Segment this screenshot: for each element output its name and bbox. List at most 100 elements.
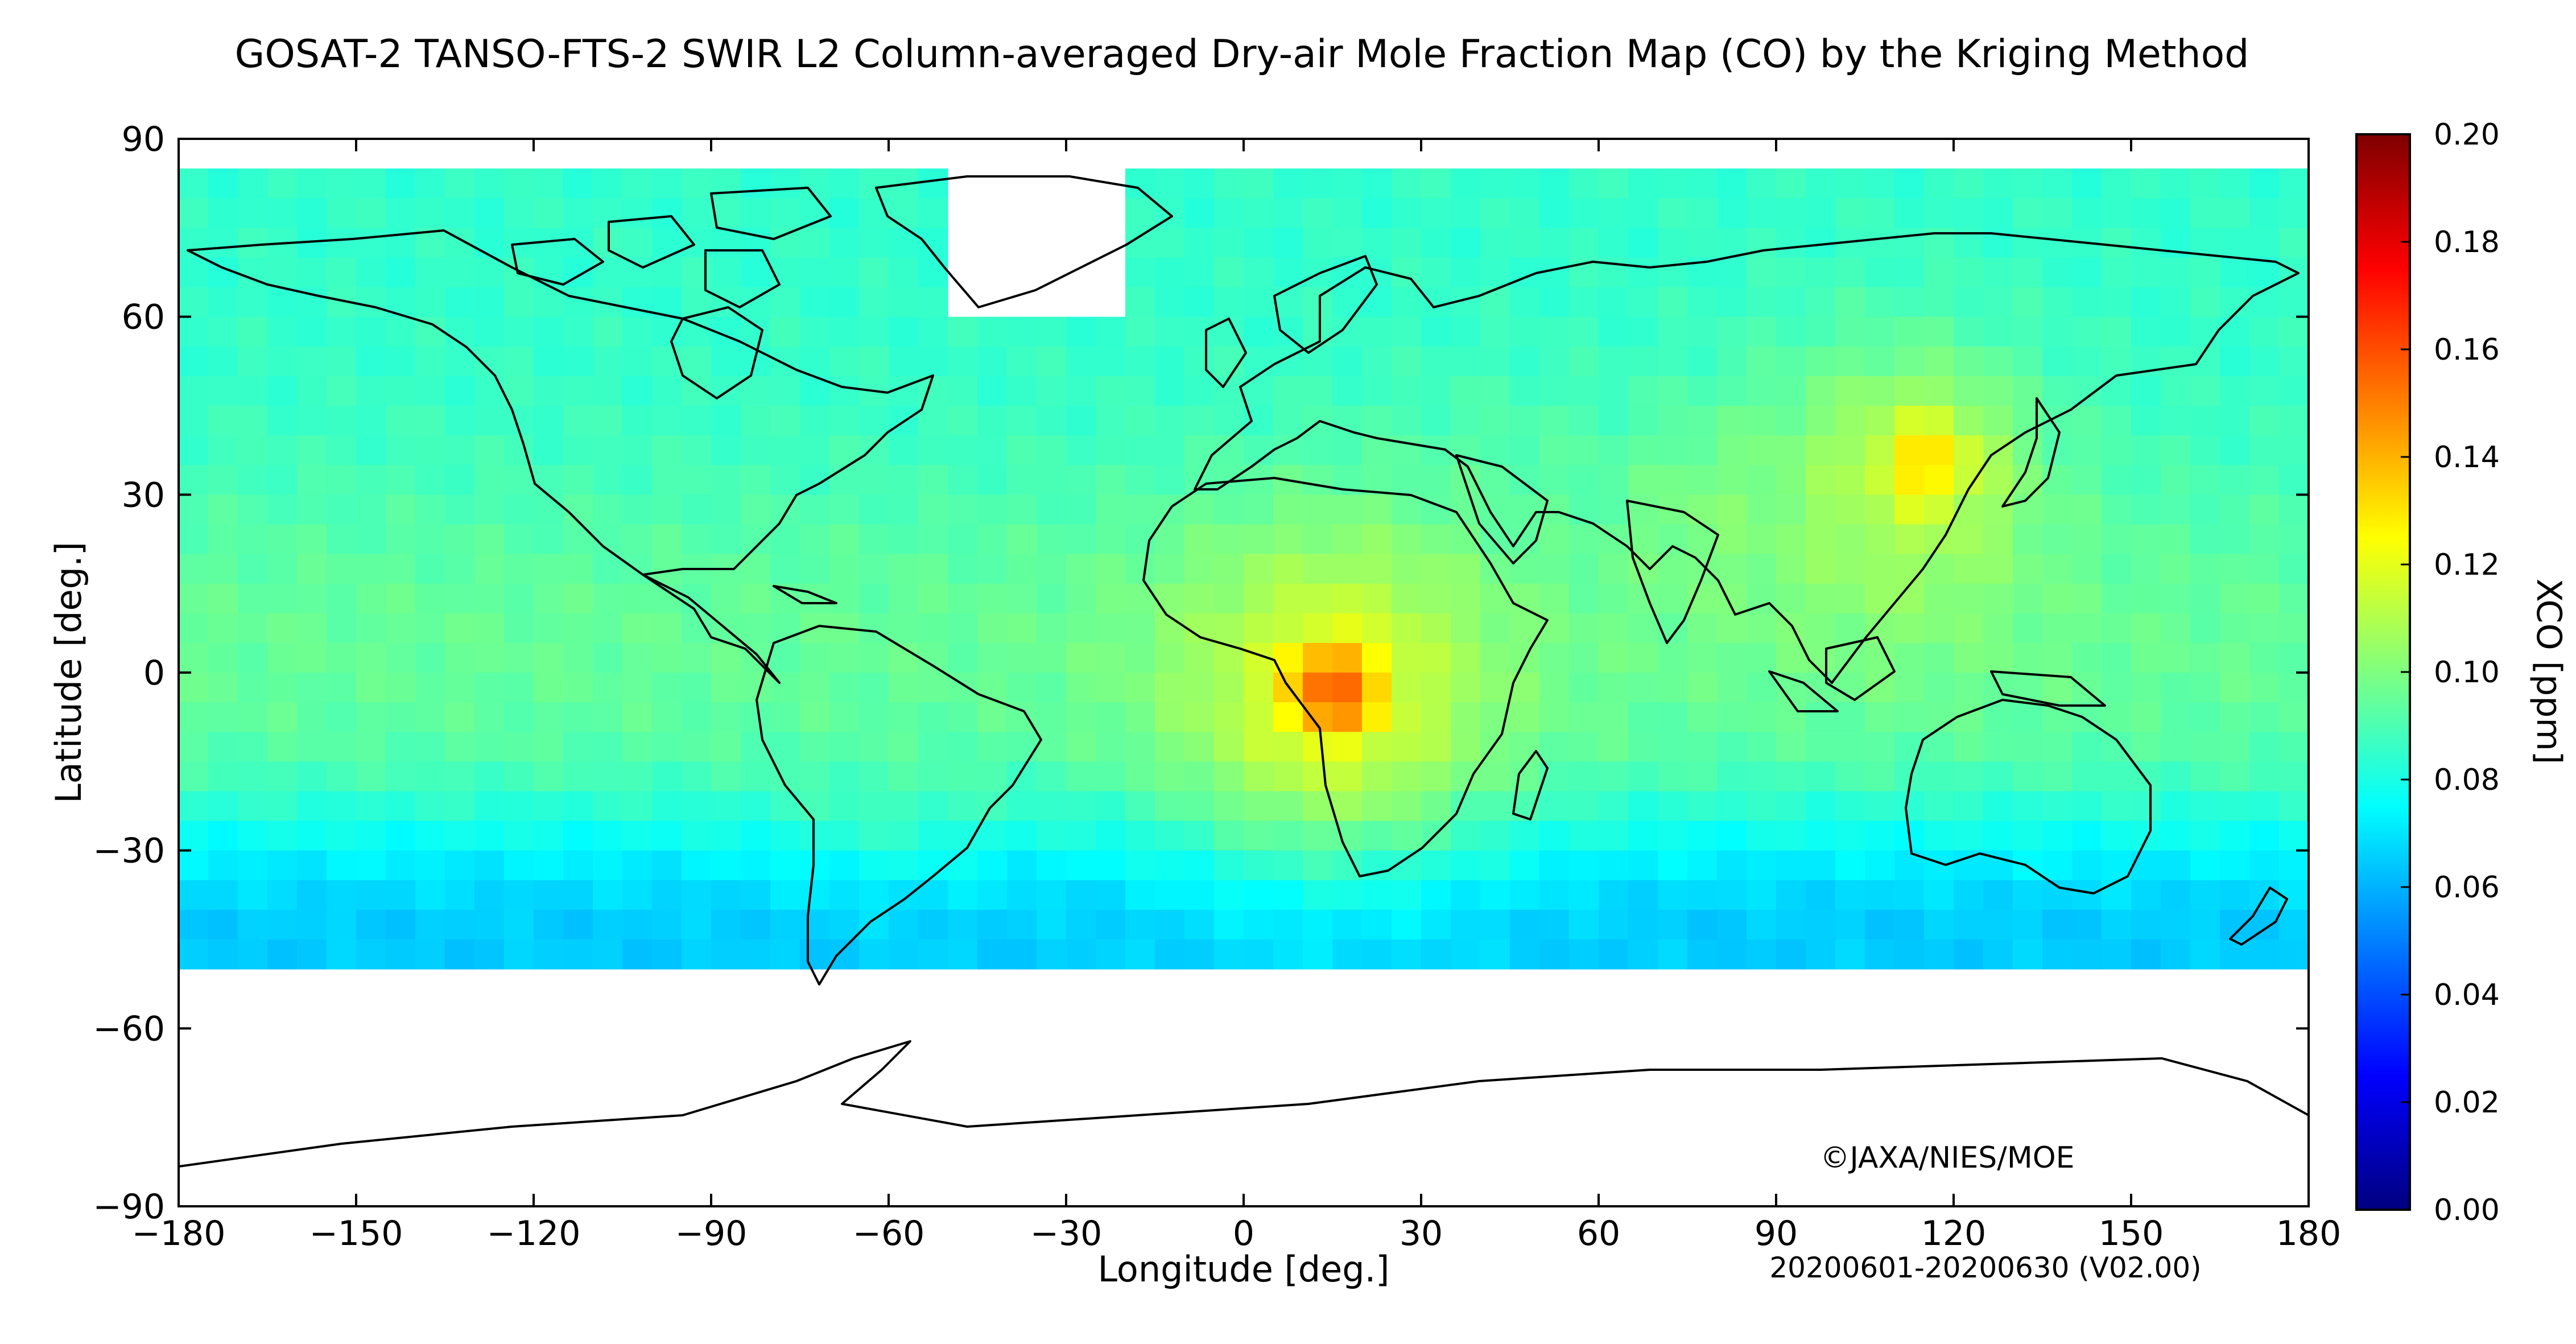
- heatmap-cell-107: [1569, 198, 1599, 228]
- heatmap-cell-599: [1747, 406, 1777, 436]
- heatmap-cell-1099: [1628, 613, 1658, 644]
- heatmap-cell-1563: [445, 821, 475, 851]
- heatmap-cell-909: [267, 554, 298, 584]
- heatmap-cell-31: [1273, 168, 1303, 199]
- heatmap-cell-574: [1007, 406, 1037, 436]
- heatmap-cell-267: [267, 287, 298, 318]
- heatmap-cell-1334: [2190, 702, 2220, 732]
- heatmap-cell-1583: [1037, 821, 1067, 851]
- heatmap-cell-766: [297, 494, 327, 525]
- heatmap-cell-798: [1244, 494, 1274, 525]
- heatmap-cell-1492: [474, 791, 505, 822]
- heatmap-cell-1668: [1421, 850, 1451, 881]
- heatmap-cell-53: [1924, 168, 1954, 199]
- heatmap-cell-625: [386, 435, 416, 465]
- heatmap-cell-926: [770, 554, 800, 584]
- heatmap-cell-811: [1628, 494, 1658, 525]
- heatmap-cell-576: [1066, 406, 1096, 436]
- heatmap-cell-1899: [1865, 939, 1895, 970]
- heatmap-cell-1168: [1539, 642, 1570, 673]
- heatmap-cell-1555: [208, 821, 238, 851]
- heatmap-cell-1518: [1244, 791, 1274, 822]
- heatmap-cell-636: [711, 435, 741, 465]
- heatmap-cell-183: [1865, 228, 1895, 258]
- heatmap-cell-336: [356, 316, 386, 347]
- heatmap-cell-832: [2249, 494, 2280, 525]
- heatmap-cell-959: [1747, 554, 1777, 584]
- heatmap-cell-814: [1717, 494, 1747, 525]
- heatmap-cell-99: [1332, 198, 1363, 228]
- heatmap-cell-1198: [297, 673, 327, 703]
- heatmap-cell-1791: [800, 909, 830, 940]
- heatmap-cell-236: [1480, 257, 1510, 288]
- heatmap-cell-121: [1983, 198, 2013, 228]
- heatmap-cell-1197: [267, 673, 298, 703]
- heatmap-cell-1507: [918, 791, 948, 822]
- heatmap-cell-155: [859, 228, 889, 258]
- heatmap-cell-539: [2102, 376, 2132, 406]
- heatmap-cell-432: [1066, 346, 1096, 377]
- heatmap-cell-1675: [1628, 850, 1658, 881]
- heatmap-cell-1434: [889, 761, 919, 792]
- chart-title: GOSAT-2 TANSO-FTS-2 SWIR L2 Column-avera…: [235, 32, 2249, 77]
- heatmap-cell-467: [2102, 346, 2132, 377]
- heatmap-cell-717: [977, 465, 1008, 495]
- heatmap-cell-451: [1628, 346, 1658, 377]
- heatmap-cell-286: [829, 287, 860, 318]
- heatmap-cell-4: [297, 168, 327, 199]
- heatmap-cell-891: [1865, 524, 1895, 555]
- heatmap-cell-1095: [1510, 613, 1540, 644]
- heatmap-cell-1867: [918, 939, 948, 970]
- heatmap-cell-1579: [918, 821, 948, 851]
- heatmap-cell-758: [2190, 465, 2220, 495]
- heatmap-cell-74: [415, 198, 445, 228]
- heatmap-cell-352: [829, 316, 860, 347]
- heatmap-cell-731: [1392, 465, 1422, 495]
- colorbar-tick-label: 0.04: [2434, 978, 2500, 1012]
- heatmap-cell-915: [445, 554, 475, 584]
- heatmap-cell-482: [415, 376, 445, 406]
- y-tick-label: −60: [93, 1009, 165, 1049]
- heatmap-cell-935: [1037, 554, 1067, 584]
- heatmap-cell-699: [445, 465, 475, 495]
- heatmap-cell-420: [711, 346, 741, 377]
- heatmap-cell-319: [1983, 287, 2013, 318]
- heatmap-cell-761: [2279, 465, 2309, 495]
- heatmap-cell-1592: [1303, 821, 1333, 851]
- heatmap-cell-127: [2161, 198, 2191, 228]
- heatmap-cell-147: [622, 228, 653, 258]
- heatmap-cell-718: [1007, 465, 1037, 495]
- heatmap-cell-1533: [1687, 791, 1718, 822]
- xco-heatmap-cells: [179, 168, 2309, 970]
- heatmap-cell-697: [386, 465, 416, 495]
- heatmap-cell-1482: [179, 791, 209, 822]
- heatmap-cell-862: [1007, 524, 1037, 555]
- heatmap-cell-1719: [800, 880, 830, 910]
- heatmap-cell-14: [593, 168, 623, 199]
- heatmap-cell-113: [1747, 198, 1777, 228]
- heatmap-cell-1348: [474, 732, 505, 762]
- heatmap-cell-1393: [1806, 732, 1836, 762]
- heatmap-cell-1790: [770, 909, 800, 940]
- heatmap-cell-1474: [2072, 761, 2102, 792]
- heatmap-cell-102: [1421, 198, 1451, 228]
- heatmap-cell-904: [2249, 524, 2280, 555]
- heatmap-cell-481: [386, 376, 416, 406]
- heatmap-cell-991: [563, 583, 593, 614]
- heatmap-cell-917: [504, 554, 534, 584]
- heatmap-cell-1175: [1747, 642, 1777, 673]
- heatmap-cell-1869: [977, 939, 1008, 970]
- heatmap-cell-1354: [652, 732, 682, 762]
- heatmap-cell-471: [2220, 346, 2250, 377]
- heatmap-cell-463: [1983, 346, 2013, 377]
- heatmap-cell-759: [2220, 465, 2250, 495]
- heatmap-cell-381: [1687, 316, 1718, 347]
- heatmap-cell-1483: [208, 791, 238, 822]
- heatmap-cell-1217: [859, 673, 889, 703]
- heatmap-cell-944: [1303, 554, 1333, 584]
- heatmap-cell-796: [1184, 494, 1215, 525]
- heatmap-cell-1034: [1835, 583, 1865, 614]
- heatmap-cell-344: [593, 316, 623, 347]
- heatmap-cell-730: [1362, 465, 1392, 495]
- heatmap-cell-1891: [1628, 939, 1658, 970]
